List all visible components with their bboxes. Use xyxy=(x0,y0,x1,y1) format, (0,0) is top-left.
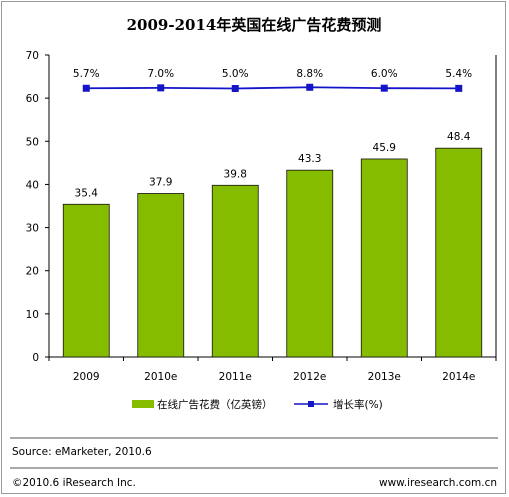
legend-bar-label: 在线广告花费（亿英镑） xyxy=(157,398,273,411)
bar xyxy=(211,184,259,358)
y-tick-label: 10 xyxy=(26,309,39,321)
y-tick-label: 60 xyxy=(26,93,39,105)
y-tick-label: 40 xyxy=(26,179,39,191)
legend-line-label: 增长率(%) xyxy=(333,398,383,411)
bar-value-label: 45.9 xyxy=(373,142,396,154)
y-tick-label: 70 xyxy=(26,50,39,62)
x-tick-label: 2009 xyxy=(73,371,100,383)
chart-title: 2009-2014年英国在线广告花费预测 xyxy=(127,16,382,34)
x-tick-label: 2013e xyxy=(368,371,401,383)
legend: 在线广告花费（亿英镑） 增长率(%) xyxy=(132,398,383,411)
plot-area: 0 10 20 30 40 50 60 70 35.4 2009 37.9 2010e 39.8 2011… xyxy=(26,50,497,383)
bar xyxy=(360,158,408,358)
x-tick-label: 2014e xyxy=(442,371,475,383)
growth-rate-point xyxy=(157,84,165,92)
growth-rate-label: 7.0% xyxy=(147,68,174,80)
bar-value-label: 37.9 xyxy=(149,176,172,188)
growth-rate-point xyxy=(231,85,239,92)
y-tick-label: 20 xyxy=(26,266,39,278)
bar-value-label: 43.3 xyxy=(298,153,321,165)
growth-rate-label: 5.0% xyxy=(222,68,249,80)
x-tick-label: 2012e xyxy=(293,371,326,383)
copyright: ©2010.6 iResearch Inc. xyxy=(12,477,136,489)
growth-rate-point xyxy=(306,83,314,91)
y-tick-label: 0 xyxy=(32,352,39,364)
growth-rate-label: 5.7% xyxy=(73,68,100,80)
x-tick-label: 2011e xyxy=(219,371,252,383)
bar-value-label: 48.4 xyxy=(447,131,471,143)
growth-rate-label: 5.4% xyxy=(445,68,472,80)
bar xyxy=(435,147,483,358)
source-note: Source: eMarketer, 2010.6 xyxy=(12,446,152,458)
growth-rate-label: 8.8% xyxy=(296,68,323,80)
legend-line-marker xyxy=(308,401,314,407)
bar xyxy=(62,203,110,358)
growth-rate-point xyxy=(82,84,90,92)
growth-rate-label: 6.0% xyxy=(371,68,398,80)
growth-rate-point xyxy=(380,84,388,92)
y-tick-label: 30 xyxy=(26,223,39,235)
growth-rate-point xyxy=(455,84,463,92)
bar-value-label: 35.4 xyxy=(75,187,99,199)
legend-bar-swatch xyxy=(132,400,154,408)
bar xyxy=(286,169,334,358)
growth-rate-line xyxy=(86,86,459,90)
bar xyxy=(137,193,185,358)
x-tick-label: 2010e xyxy=(144,371,177,383)
y-tick-label: 50 xyxy=(26,136,39,148)
website: www.iresearch.com.cn xyxy=(379,477,497,489)
bar-value-label: 39.8 xyxy=(224,168,247,180)
